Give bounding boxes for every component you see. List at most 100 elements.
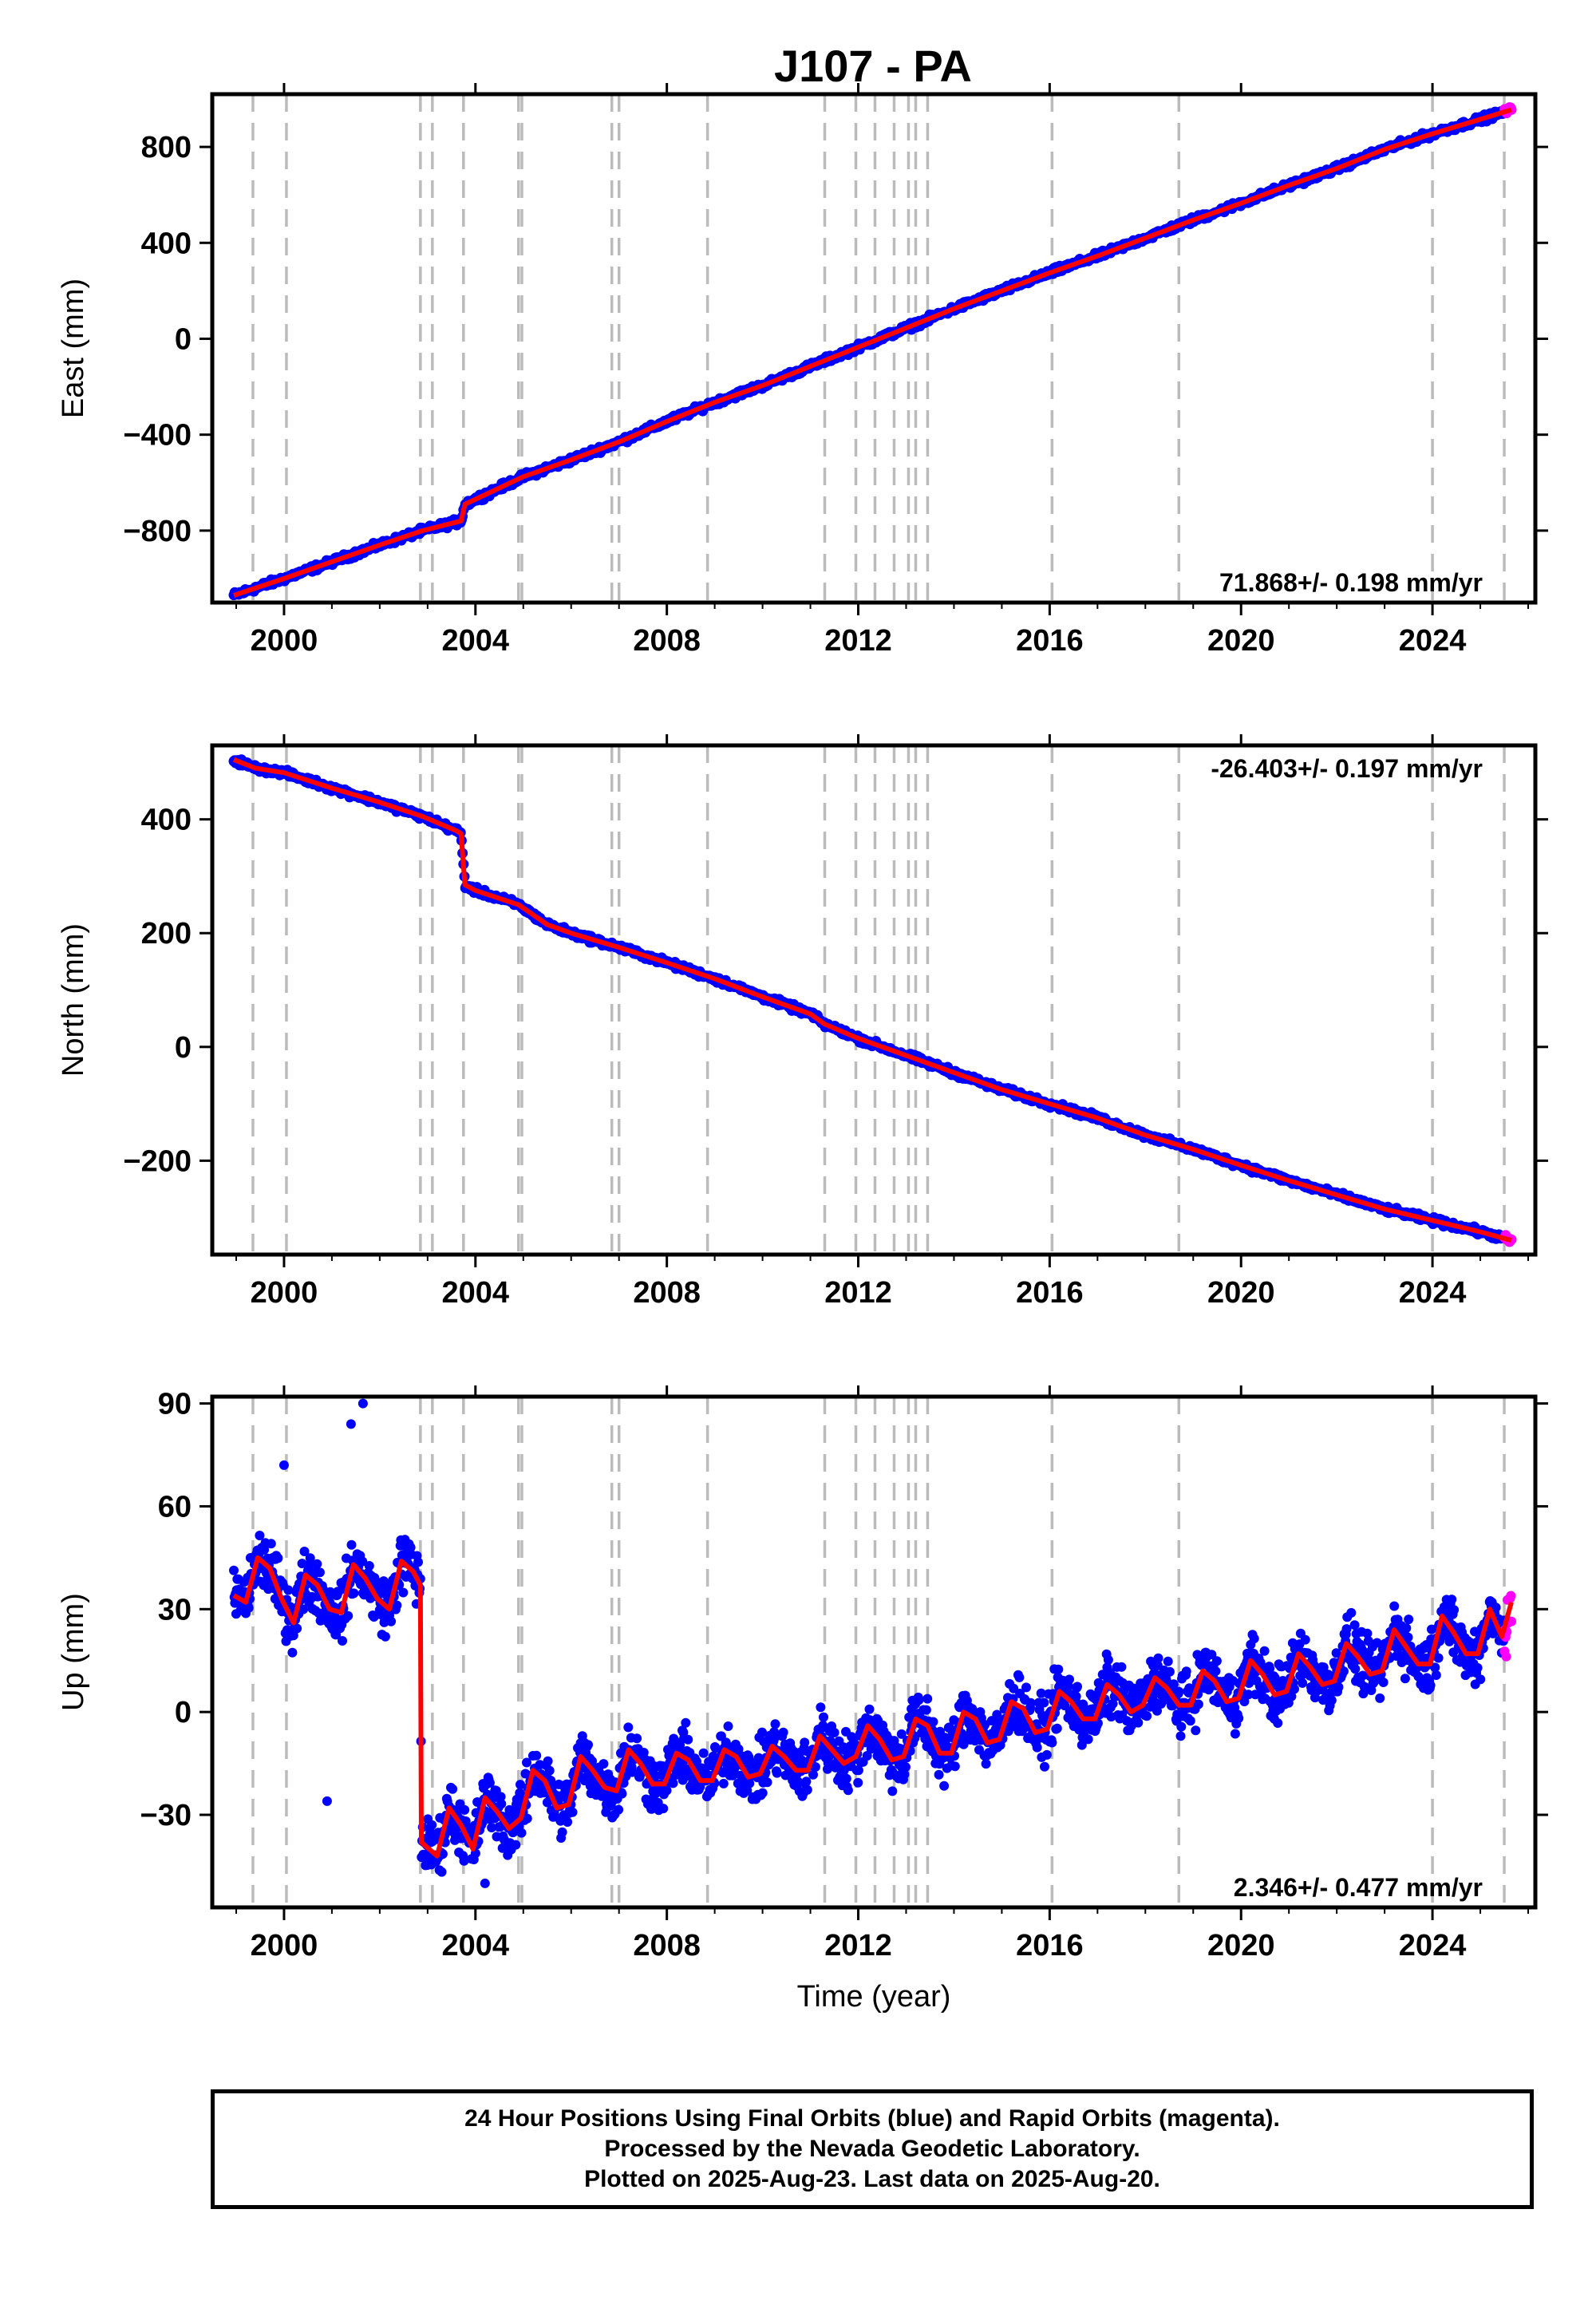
data-point (563, 1817, 573, 1827)
data-point (1185, 1716, 1195, 1726)
data-point (496, 1792, 506, 1802)
x-tick-label: 2004 (442, 624, 510, 658)
data-point (229, 1565, 239, 1575)
data-point (398, 1587, 409, 1598)
data-point (1230, 1729, 1240, 1739)
data-point (1400, 1674, 1410, 1684)
data-point (1039, 1697, 1049, 1708)
data-point (772, 1768, 782, 1778)
data-point (1191, 1725, 1201, 1736)
data-point (1164, 1666, 1175, 1677)
data-point (515, 1788, 525, 1798)
data-point (531, 1750, 542, 1761)
data-point (1041, 1749, 1052, 1760)
data-point (1286, 1691, 1297, 1701)
data-point (1175, 1731, 1186, 1741)
data-point (1346, 1607, 1357, 1618)
data-point (1168, 1679, 1179, 1690)
rate-label: 71.868+/- 0.198 mm/yr (1219, 568, 1483, 597)
data-point (273, 1553, 283, 1563)
data-point (617, 1788, 627, 1799)
data-point (843, 1785, 853, 1796)
data-point (934, 1769, 944, 1780)
data-point (1207, 1650, 1217, 1660)
position-points (228, 754, 1517, 1247)
data-point (1073, 1682, 1082, 1692)
data-point (801, 1777, 812, 1787)
data-point (762, 1777, 772, 1788)
data-point (314, 1567, 325, 1578)
data-point (544, 1765, 555, 1776)
data-point (1425, 1680, 1436, 1690)
data-point (516, 1780, 525, 1790)
data-point (623, 1722, 634, 1733)
data-point (1270, 1673, 1280, 1683)
data-point (1433, 1653, 1444, 1663)
data-point (1181, 1666, 1191, 1677)
data-point (1032, 1742, 1042, 1753)
x-tick-label: 2000 (251, 1276, 318, 1310)
data-point (496, 1799, 507, 1809)
x-tick-label: 2008 (633, 1276, 701, 1310)
data-point (292, 1623, 302, 1634)
panel-up: 2000 2004 2008 2012 2016 2020 2024−300306090Up… (57, 1385, 1548, 2014)
data-point (841, 1773, 851, 1784)
data-point (1357, 1670, 1368, 1681)
x-tick-label: 2000 (251, 624, 318, 658)
data-point (448, 1784, 458, 1794)
data-point (487, 1823, 497, 1832)
data-point (914, 1695, 924, 1705)
data-point (567, 1807, 578, 1817)
data-point (598, 1759, 609, 1769)
panel-north: 2000 2004 2008 2012 2016 2020 2024−2000200400N… (57, 734, 1548, 1310)
position-points (228, 102, 1517, 601)
y-tick-label: −400 (123, 419, 192, 453)
data-point (1362, 1628, 1373, 1638)
data-point (338, 1636, 347, 1646)
x-tick-label: 2016 (1016, 624, 1084, 658)
data-point (460, 1804, 470, 1815)
data-point (757, 1727, 767, 1737)
data-point (1047, 1737, 1057, 1748)
model-fit-line (233, 107, 1512, 598)
y-tick-label: 200 (141, 917, 192, 951)
data-point (1403, 1632, 1413, 1642)
data-point (522, 1757, 531, 1768)
data-point (692, 1757, 701, 1767)
data-point (668, 1778, 678, 1788)
data-point (1375, 1693, 1385, 1703)
data-point (1083, 1734, 1093, 1745)
data-point (1333, 1682, 1344, 1692)
data-point (1259, 1646, 1270, 1656)
data-point (392, 1600, 402, 1611)
data-point (1036, 1688, 1046, 1698)
y-tick-label: 400 (141, 227, 192, 260)
data-point (543, 1756, 553, 1766)
data-point (757, 1788, 768, 1798)
data-point (819, 1712, 828, 1722)
data-point (1040, 1761, 1049, 1772)
data-point (853, 1777, 863, 1788)
data-point (312, 1559, 322, 1569)
x-tick-label: 2024 (1399, 624, 1467, 658)
data-point (769, 1733, 780, 1743)
y-tick-label: 0 (175, 322, 192, 356)
data-point (1265, 1663, 1275, 1674)
y-tick-label: −800 (123, 515, 192, 548)
data-point (981, 1759, 991, 1769)
y-tick-label: 400 (141, 804, 192, 837)
y-axis-label: East (mm) (57, 279, 90, 418)
data-point (698, 1748, 709, 1758)
data-point (1389, 1601, 1400, 1611)
data-point (1290, 1684, 1299, 1694)
data-point (808, 1769, 818, 1780)
data-point (1378, 1678, 1389, 1687)
data-point (681, 1717, 691, 1728)
data-point (1234, 1713, 1244, 1723)
data-point (770, 1719, 780, 1729)
data-point (557, 1827, 567, 1837)
data-point (816, 1702, 826, 1713)
data-point (266, 1539, 276, 1549)
x-tick-label: 2008 (633, 624, 701, 658)
